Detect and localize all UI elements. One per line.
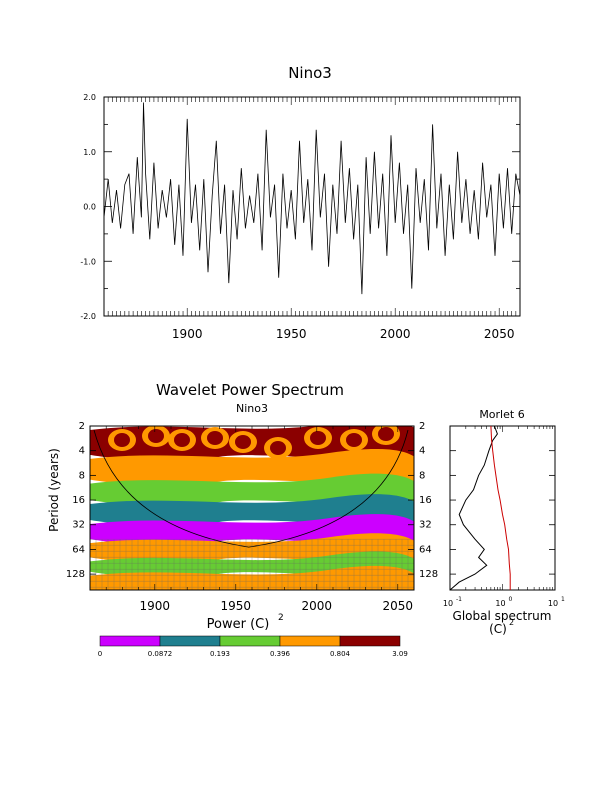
x-tick-label: 10 bbox=[548, 599, 558, 608]
plot-frame bbox=[103, 96, 521, 317]
x-tick-label: 10 bbox=[495, 599, 505, 608]
wavelet-xlabel-sup: 2 bbox=[278, 613, 284, 623]
y-tick-label: 0.0 bbox=[83, 203, 96, 212]
y-tick-label-right: 32 bbox=[419, 520, 432, 531]
colorbar-label: 0 bbox=[98, 650, 102, 658]
y-tick-label: 1.0 bbox=[83, 148, 96, 157]
x-tick-label: 2000 bbox=[302, 599, 333, 613]
colorbar-label: 0.0872 bbox=[148, 650, 173, 658]
y-tick-label-right: 2 bbox=[419, 421, 425, 432]
y-tick-label: 16 bbox=[72, 495, 85, 506]
x-tick-label: 10 bbox=[443, 599, 453, 608]
colorbar-swatch bbox=[219, 635, 281, 647]
y-tick-label-right: 128 bbox=[419, 569, 438, 580]
power-patch bbox=[310, 431, 326, 445]
cone-of-influence bbox=[93, 429, 409, 548]
colorbar-swatch bbox=[339, 635, 401, 647]
power-patch bbox=[235, 435, 251, 449]
x-tick-exponent: -1 bbox=[456, 596, 462, 603]
global-title: Morlet 6 bbox=[479, 408, 524, 421]
y-tick-label: 4 bbox=[79, 446, 85, 457]
wavelet-subtitle: Nino3 bbox=[236, 402, 268, 415]
power-patch bbox=[114, 433, 130, 447]
colorbar-swatch bbox=[99, 635, 161, 647]
wavelet-field bbox=[90, 426, 414, 590]
power-patch bbox=[174, 433, 190, 447]
y-tick-label: -1.0 bbox=[80, 257, 96, 266]
global-xlabel2: (C) bbox=[489, 622, 507, 636]
colorbar-label: 0.804 bbox=[330, 650, 351, 658]
x-tick-exponent: 0 bbox=[509, 596, 513, 603]
x-tick-label: 2050 bbox=[383, 599, 414, 613]
x-tick-label: 2050 bbox=[484, 327, 515, 341]
y-tick-label-right: 8 bbox=[419, 470, 425, 481]
spectrum-line bbox=[449, 425, 498, 591]
wavelet-title: Wavelet Power Spectrum bbox=[156, 381, 344, 399]
x-tick-exponent: 1 bbox=[561, 596, 565, 603]
y-tick-label: 128 bbox=[66, 569, 85, 580]
x-tick-label: 1900 bbox=[140, 599, 171, 613]
y-tick-label: 32 bbox=[72, 520, 85, 531]
x-tick-label: 1950 bbox=[276, 327, 307, 341]
global-xlabel2-sup: 2 bbox=[509, 618, 514, 627]
y-tick-label: -2.0 bbox=[80, 312, 96, 321]
power-patch bbox=[148, 429, 164, 443]
x-tick-label: 2000 bbox=[380, 327, 411, 341]
wavelet-xlabel: Power (C) bbox=[207, 617, 270, 632]
timeseries-axes: 1900 1950 2000 2050 2.0 1.0 0.0 -1.0 -2.0 bbox=[80, 93, 521, 341]
colorbar-swatch bbox=[159, 635, 221, 647]
power-patch bbox=[207, 431, 223, 445]
wavelet-ylabel: Period (years) bbox=[47, 448, 61, 532]
colorbar: 0 0.0872 0.193 0.396 0.804 3.09 bbox=[98, 635, 408, 658]
chart-title: Nino3 bbox=[288, 64, 332, 82]
timeseries-line bbox=[103, 102, 521, 295]
global-spectrum-plot: 10 -1 10 0 10 1 bbox=[443, 425, 565, 608]
y-tick-label-right: 16 bbox=[419, 495, 432, 506]
plot-frame bbox=[449, 425, 556, 591]
x-tick-label: 1900 bbox=[172, 327, 203, 341]
y-tick-label: 8 bbox=[79, 470, 85, 481]
colorbar-label: 3.09 bbox=[392, 650, 408, 658]
y-tick-label: 64 bbox=[72, 544, 85, 555]
power-patch bbox=[378, 427, 394, 441]
y-tick-label-right: 4 bbox=[419, 446, 425, 457]
power-patch bbox=[346, 433, 362, 447]
colorbar-swatch bbox=[279, 635, 341, 647]
colorbar-label: 0.396 bbox=[270, 650, 291, 658]
wavelet-plot: 1900 1950 2000 2050 2 2 4 4 8 8 16 16 32 32 64 64 128 128 bbox=[66, 421, 438, 613]
y-tick-label: 2 bbox=[79, 421, 85, 432]
power-patch bbox=[270, 441, 286, 455]
spectrum-line bbox=[490, 425, 511, 590]
y-tick-label-right: 64 bbox=[419, 544, 432, 555]
global-xlabel: Global spectrum bbox=[453, 609, 552, 623]
y-tick-label: 2.0 bbox=[83, 93, 96, 102]
colorbar-label: 0.193 bbox=[210, 650, 230, 658]
x-tick-label: 1950 bbox=[221, 599, 252, 613]
